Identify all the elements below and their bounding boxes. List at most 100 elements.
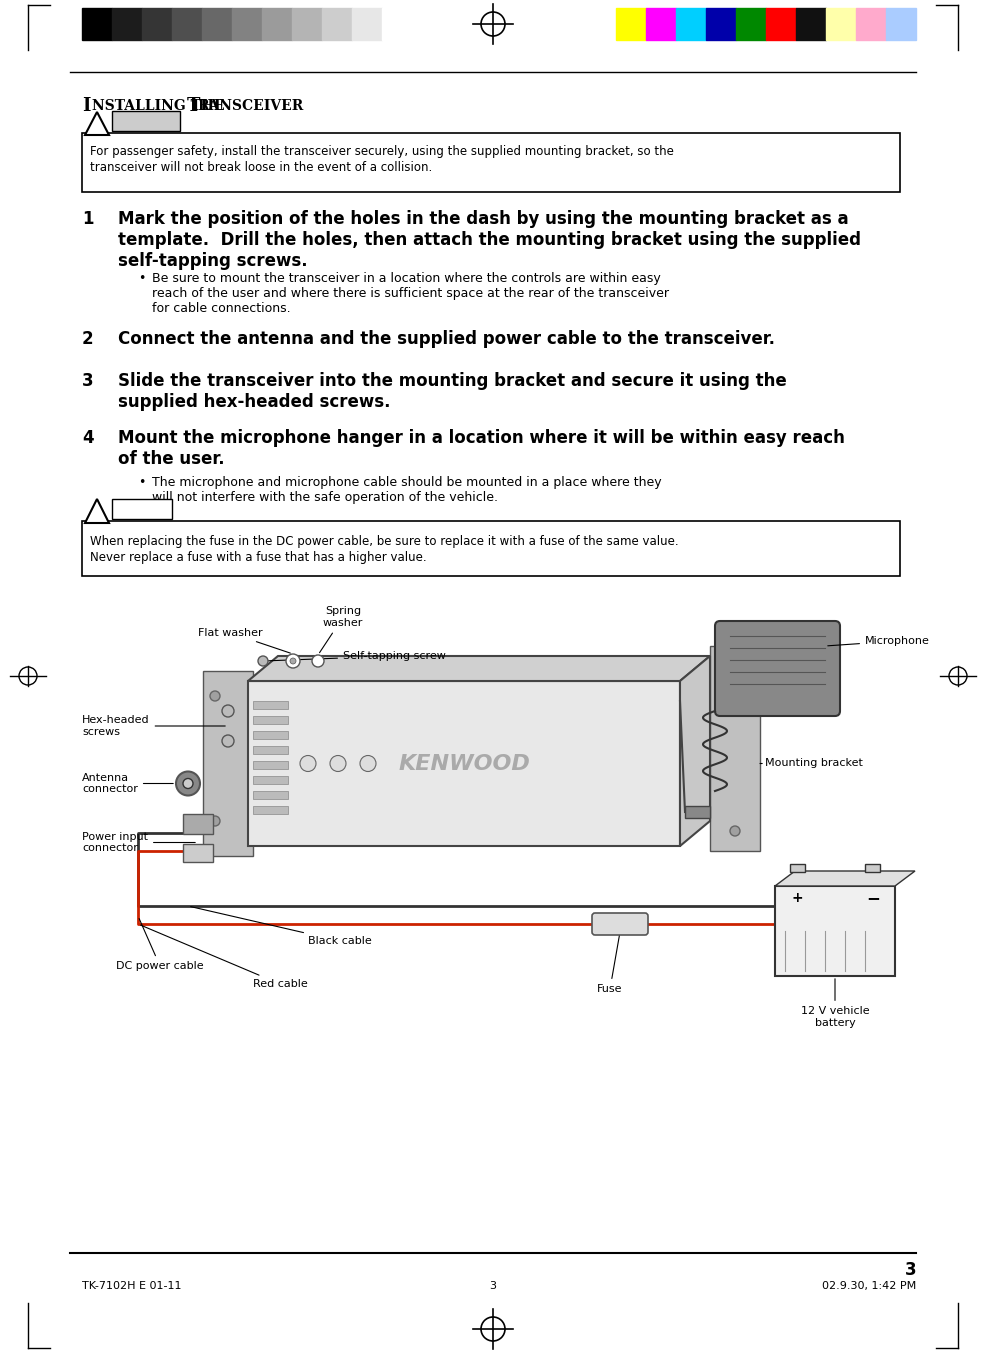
Bar bbox=[736, 8, 766, 41]
Bar bbox=[202, 8, 232, 41]
Circle shape bbox=[183, 778, 193, 789]
Text: 1: 1 bbox=[82, 210, 94, 229]
Text: Mark the position of the holes in the dash by using the mounting bracket as a
te: Mark the position of the holes in the da… bbox=[118, 210, 861, 269]
Circle shape bbox=[330, 755, 346, 771]
Bar bbox=[616, 8, 646, 41]
Text: RANSCEIVER: RANSCEIVER bbox=[197, 99, 304, 114]
Text: Black cable: Black cable bbox=[190, 907, 372, 946]
Bar bbox=[232, 8, 262, 41]
Bar bbox=[253, 746, 288, 754]
Text: Connect the antenna and the supplied power cable to the transceiver.: Connect the antenna and the supplied pow… bbox=[118, 330, 775, 348]
Bar bbox=[685, 806, 710, 819]
Text: !: ! bbox=[95, 506, 100, 515]
Bar bbox=[82, 133, 900, 192]
Bar bbox=[382, 8, 412, 41]
FancyBboxPatch shape bbox=[715, 621, 840, 716]
Text: Be sure to mount the transceiver in a location where the controls are within eas: Be sure to mount the transceiver in a lo… bbox=[152, 272, 669, 315]
Circle shape bbox=[300, 755, 316, 771]
Text: 4: 4 bbox=[82, 429, 94, 446]
Polygon shape bbox=[85, 499, 109, 524]
Bar bbox=[865, 865, 880, 871]
Text: The microphone and microphone cable should be mounted in a place where they
will: The microphone and microphone cable shou… bbox=[152, 476, 662, 505]
Text: For passenger safety, install the transceiver securely, using the supplied mount: For passenger safety, install the transc… bbox=[90, 145, 673, 158]
Circle shape bbox=[730, 686, 740, 695]
Text: CAUTION: CAUTION bbox=[115, 505, 169, 514]
Text: 12 V vehicle
battery: 12 V vehicle battery bbox=[801, 978, 870, 1027]
Text: 3: 3 bbox=[904, 1261, 916, 1279]
Text: DC power cable: DC power cable bbox=[116, 919, 204, 971]
Text: 02.9.30, 1:42 PM: 02.9.30, 1:42 PM bbox=[821, 1281, 916, 1291]
Text: Mounting bracket: Mounting bracket bbox=[760, 759, 863, 769]
Bar bbox=[112, 499, 172, 520]
Bar bbox=[253, 701, 288, 709]
Text: Self-tapping screw: Self-tapping screw bbox=[266, 651, 446, 662]
Text: •: • bbox=[138, 476, 145, 488]
Circle shape bbox=[312, 655, 324, 667]
Text: Antenna
connector: Antenna connector bbox=[82, 773, 174, 794]
Bar bbox=[253, 792, 288, 800]
Bar bbox=[646, 8, 676, 41]
Bar bbox=[253, 806, 288, 815]
Bar bbox=[886, 8, 916, 41]
Text: Fuse: Fuse bbox=[598, 935, 623, 994]
Text: KENWOOD: KENWOOD bbox=[398, 754, 529, 774]
Bar bbox=[112, 111, 180, 131]
Bar bbox=[766, 8, 796, 41]
Bar bbox=[262, 8, 292, 41]
Circle shape bbox=[210, 816, 220, 825]
Bar bbox=[183, 813, 213, 833]
Polygon shape bbox=[775, 871, 915, 886]
Text: •: • bbox=[138, 272, 145, 285]
Bar bbox=[352, 8, 382, 41]
Bar bbox=[775, 886, 895, 976]
Circle shape bbox=[176, 771, 200, 796]
Circle shape bbox=[222, 735, 234, 747]
Text: Flat washer: Flat washer bbox=[198, 628, 290, 653]
Text: transceiver will not break loose in the event of a collision.: transceiver will not break loose in the … bbox=[90, 161, 432, 175]
Text: Mount the microphone hanger in a location where it will be within easy reach
of : Mount the microphone hanger in a locatio… bbox=[118, 429, 845, 468]
Bar bbox=[142, 8, 172, 41]
Polygon shape bbox=[85, 112, 109, 135]
Text: I: I bbox=[82, 97, 91, 115]
Bar bbox=[172, 8, 202, 41]
Text: Spring
washer: Spring washer bbox=[319, 606, 363, 652]
Bar bbox=[676, 8, 706, 41]
Bar bbox=[790, 865, 805, 871]
Bar bbox=[248, 681, 680, 846]
Text: WARNING: WARNING bbox=[117, 116, 175, 126]
Text: Power input
connector: Power input connector bbox=[82, 832, 195, 854]
Circle shape bbox=[286, 653, 300, 668]
Text: NSTALLING THE: NSTALLING THE bbox=[92, 99, 230, 114]
Circle shape bbox=[730, 825, 740, 836]
Bar bbox=[706, 8, 736, 41]
Text: TK-7102H E 01-11: TK-7102H E 01-11 bbox=[82, 1281, 181, 1291]
Bar bbox=[253, 777, 288, 783]
Text: 2: 2 bbox=[82, 330, 94, 348]
Polygon shape bbox=[248, 656, 710, 681]
Bar bbox=[796, 8, 826, 41]
Circle shape bbox=[210, 691, 220, 701]
Text: Microphone: Microphone bbox=[828, 636, 930, 645]
Text: !: ! bbox=[95, 118, 100, 129]
Text: Red cable: Red cable bbox=[141, 925, 308, 989]
Circle shape bbox=[258, 656, 268, 666]
Bar bbox=[253, 760, 288, 769]
Text: +: + bbox=[791, 892, 803, 905]
Polygon shape bbox=[680, 656, 710, 846]
Text: 3: 3 bbox=[489, 1281, 497, 1291]
Bar bbox=[82, 8, 112, 41]
Text: −: − bbox=[866, 889, 880, 907]
Text: Hex-headed
screws: Hex-headed screws bbox=[82, 716, 225, 737]
Bar bbox=[253, 716, 288, 724]
Text: When replacing the fuse in the DC power cable, be sure to replace it with a fuse: When replacing the fuse in the DC power … bbox=[90, 534, 678, 548]
Circle shape bbox=[290, 658, 296, 664]
Bar bbox=[183, 843, 213, 862]
Text: Slide the transceiver into the mounting bracket and secure it using the
supplied: Slide the transceiver into the mounting … bbox=[118, 372, 787, 411]
Text: Never replace a fuse with a fuse that has a higher value.: Never replace a fuse with a fuse that ha… bbox=[90, 551, 427, 564]
Bar bbox=[710, 645, 760, 851]
Bar bbox=[292, 8, 322, 41]
Bar bbox=[856, 8, 886, 41]
Bar bbox=[253, 731, 288, 739]
Text: T: T bbox=[187, 97, 200, 115]
FancyBboxPatch shape bbox=[592, 913, 648, 935]
